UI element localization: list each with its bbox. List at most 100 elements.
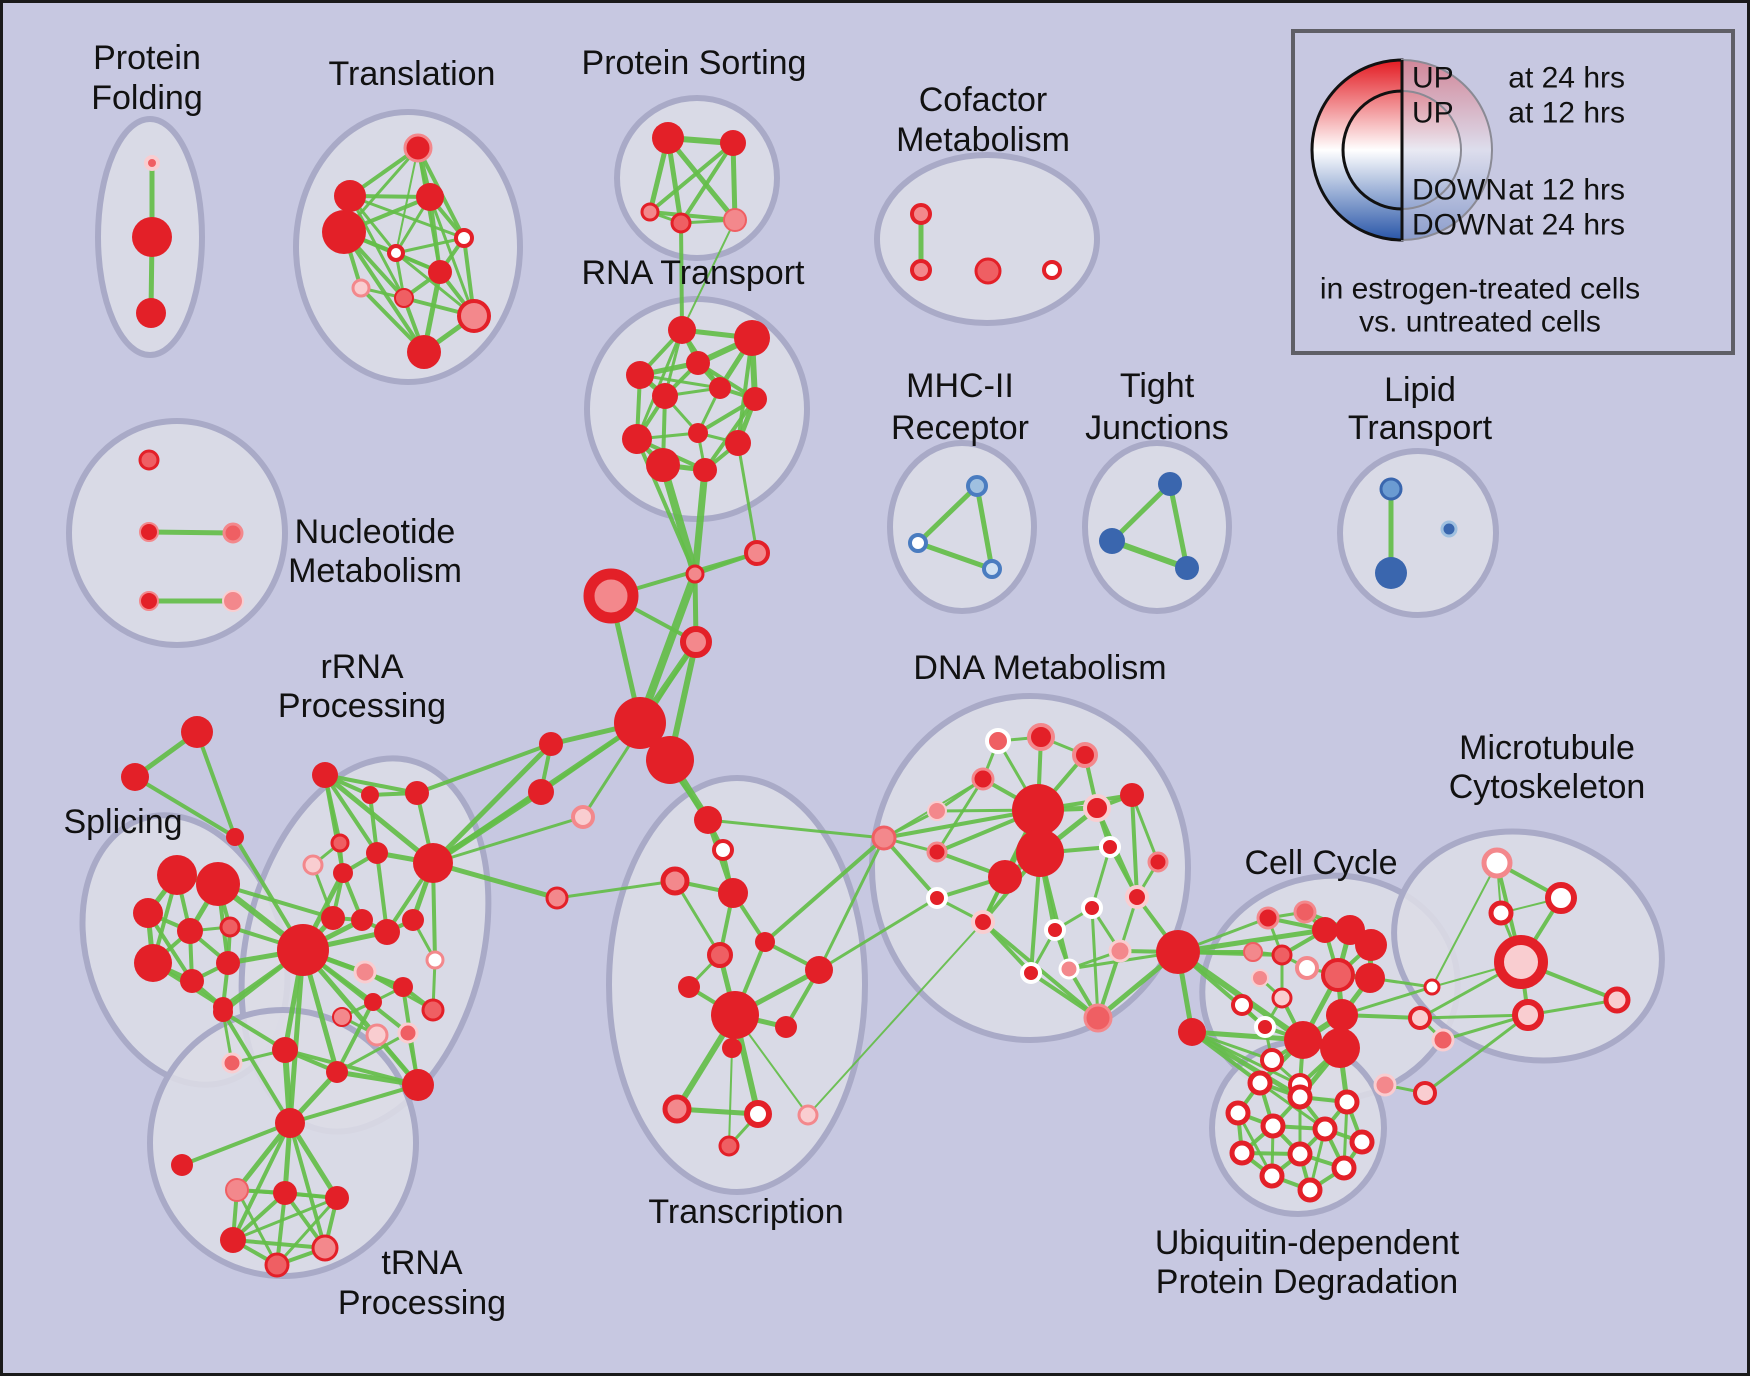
edge-tx10-tx14 [728, 1047, 733, 1147]
edge-tn0-tn6 [288, 1121, 327, 1250]
cluster-label-protein-folding-line2: Folding [91, 79, 203, 117]
gene-node-rr12 [277, 924, 329, 976]
gene-node-d10 [1120, 783, 1144, 807]
gene-node-rt8 [622, 424, 652, 454]
gene-node-rr4 [302, 854, 324, 876]
gene-node-rr18 [421, 998, 445, 1022]
cluster-label-trna-processing-line2: Processing [338, 1284, 506, 1322]
edge-tx6-d12 [817, 896, 939, 972]
gene-node-tr0 [403, 133, 433, 163]
edge-tx13-d13 [807, 921, 984, 1116]
cluster-ellipse-mhc-ii-receptor [887, 440, 1037, 614]
gene-node-tj0 [1158, 472, 1182, 496]
gene-node-rr19 [213, 1002, 233, 1022]
gene-node-rr1 [361, 786, 379, 804]
edge-tn5-tn6 [231, 1238, 327, 1250]
gene-node-rr10 [402, 909, 424, 931]
gene-node-rr14 [393, 977, 413, 997]
cluster-label-protein-folding-line1: Protein [93, 39, 201, 77]
gene-node-nu1 [139, 522, 159, 542]
edge-tr1-tr4 [348, 194, 466, 240]
cluster-ellipse-transcription [606, 775, 868, 1195]
cluster-label-tight-junctions-line2: Junctions [1085, 409, 1229, 447]
gene-node-d15 [1058, 958, 1080, 980]
gene-node-sp0 [157, 855, 197, 895]
edge-rr0-rr2 [323, 773, 419, 795]
gene-node-tr7 [351, 278, 371, 298]
gene-node-st0 [181, 716, 213, 748]
gene-node-cc14 [1284, 1021, 1322, 1059]
gene-node-d19 [1083, 1003, 1113, 1033]
gene-node-tr2 [416, 183, 444, 211]
gene-node-cc6 [1271, 944, 1293, 966]
gene-node-u8 [1287, 1141, 1313, 1167]
gene-node-rr16 [425, 950, 445, 970]
edge-tn0-rr25 [288, 1083, 420, 1125]
gene-node-nu4 [222, 590, 244, 612]
gene-node-cc11 [1231, 994, 1253, 1016]
gene-node-rt6 [743, 387, 767, 411]
gene-node-u2 [1225, 1100, 1251, 1126]
edge-dc-d12 [882, 836, 939, 900]
cluster-label-ubiquitin-degradation-line2: Protein Degradation [1156, 1263, 1458, 1301]
gene-node-rr25 [402, 1069, 434, 1101]
gene-node-rt1 [734, 320, 770, 356]
gene-node-lp0 [1379, 477, 1403, 501]
edge-tn4-tn7 [275, 1196, 339, 1267]
gene-node-cc9 [1355, 963, 1385, 993]
gene-node-rr13 [353, 960, 377, 984]
gene-node-tj1 [1099, 528, 1125, 554]
gene-node-rr7 [321, 906, 345, 930]
gene-node-cc13 [1254, 1016, 1276, 1038]
gene-node-rr2 [405, 781, 429, 805]
gene-node-tx9 [775, 1016, 797, 1038]
gene-node-u0 [1247, 1070, 1273, 1096]
edge-cb-cc18 [1190, 1030, 1302, 1087]
gene-node-pf2 [136, 298, 166, 328]
legend-text-9: in estrogen-treated cells [1320, 273, 1640, 306]
gene-node-tx12 [744, 1100, 772, 1128]
gene-node-rr6 [333, 863, 353, 883]
gene-node-dc [871, 825, 897, 851]
edge-tn4-tn5 [231, 1196, 339, 1242]
cluster-ellipse-protein-sorting [614, 95, 780, 261]
edge-cb-u0 [1190, 1030, 1262, 1085]
edge-st0-st2 [195, 730, 237, 839]
edge-d19-d21 [1090, 906, 1100, 1020]
gene-node-mt2 [1488, 900, 1514, 926]
gene-node-tx2 [660, 866, 690, 896]
edge-d10-d18 [1130, 793, 1139, 899]
edge-dc-tx6 [817, 836, 886, 972]
edge-rr5-rr9 [375, 851, 389, 934]
edge-rr0-rr5 [323, 773, 379, 855]
gene-node-mh0 [966, 475, 988, 497]
gene-node-cc22 [1431, 1028, 1455, 1052]
gene-node-cc17 [1260, 1048, 1284, 1072]
gene-node-rr20 [272, 1037, 298, 1063]
gene-node-rt7 [688, 423, 708, 443]
gene-node-mt4 [1603, 986, 1631, 1014]
edge-cc21-mt5 [1418, 1013, 1530, 1020]
gene-node-tr1 [334, 180, 366, 212]
edge-tr2-tr9 [428, 195, 476, 318]
gene-node-cf3 [1042, 260, 1062, 280]
gene-node-d6 [1012, 784, 1064, 836]
cluster-label-lipid-transport-line1: Lipid [1384, 371, 1456, 409]
gene-node-tn5 [220, 1227, 246, 1253]
gene-node-d3 [971, 767, 995, 791]
edge-tj1-tj2 [1109, 538, 1190, 571]
edge-h8-rrh [431, 815, 585, 865]
edge-tr4-tr5 [394, 236, 466, 255]
gene-node-sp5 [134, 944, 172, 982]
edge-h6-rrh [430, 741, 554, 866]
gene-node-cc0 [1256, 906, 1280, 930]
gene-node-rrh [413, 843, 453, 883]
edge-rr0-rrh [322, 772, 436, 866]
gene-node-tn4 [325, 1186, 349, 1210]
gene-node-rt10 [646, 448, 680, 482]
edge-tn2-tn7 [235, 1188, 279, 1267]
gene-node-k0 [744, 540, 770, 566]
gene-node-d8 [988, 860, 1022, 894]
gene-node-tr8 [394, 288, 414, 308]
